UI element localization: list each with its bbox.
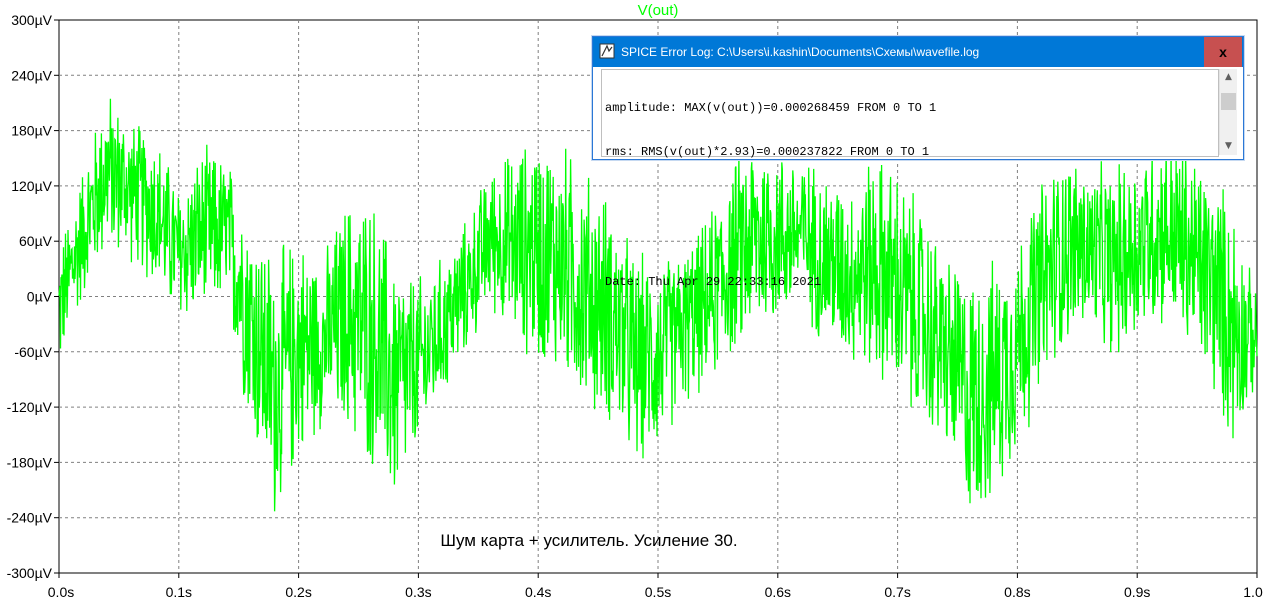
y-tick-label: -300µV <box>7 565 53 581</box>
log-text-area[interactable]: amplitude: MAX(v(out))=0.000268459 FROM … <box>601 69 1219 289</box>
x-tick-label: 0.2s <box>285 584 311 600</box>
spice-log-icon <box>599 43 615 59</box>
log-line: Date: Thu Apr 29 22:33:16 2021 <box>605 275 822 289</box>
y-tick-label: 0µV <box>27 289 53 305</box>
x-tick-label: 0.3s <box>405 584 431 600</box>
log-line: amplitude: MAX(v(out))=0.000268459 FROM … <box>605 101 937 115</box>
trace-layer <box>58 98 1258 512</box>
spice-error-log-window[interactable]: SPICE Error Log: C:\Users\i.kashin\Docum… <box>592 36 1244 289</box>
scroll-up-icon[interactable]: ▲ <box>1225 72 1232 82</box>
x-axis-ticks: 0.0s 0.1s 0.2s 0.3s 0.4s 0.5s 0.6s 0.7s 0.8s 0.9s… <box>48 573 1263 600</box>
y-tick-label: -240µV <box>7 510 53 526</box>
x-tick-label: 0.7s <box>884 584 910 600</box>
y-tick-label: -60µV <box>14 344 52 360</box>
y-axis-ticks: 300µV 240µV 180µV 120µV 60µV 0µV -60µV -120µV -1… <box>7 12 59 581</box>
log-scrollbar[interactable]: ▲ ▼ <box>1219 69 1237 155</box>
x-tick-label: 0.5s <box>645 584 671 600</box>
y-tick-label: -180µV <box>7 454 53 470</box>
trace-v-out[interactable] <box>58 98 1258 512</box>
x-tick-label: 1.0 <box>1243 584 1263 600</box>
log-window-title: SPICE Error Log: C:\Users\i.kashin\Docum… <box>621 45 980 59</box>
close-button[interactable]: x <box>1204 37 1242 67</box>
x-tick-label: 0.0s <box>48 584 74 600</box>
x-tick-label: 0.9s <box>1124 584 1150 600</box>
scroll-down-icon[interactable]: ▼ <box>1225 141 1232 151</box>
y-tick-label: 300µV <box>11 12 52 28</box>
trace-name[interactable]: V(out) <box>638 2 679 19</box>
log-line <box>605 232 936 247</box>
scroll-thumb[interactable] <box>1221 93 1236 110</box>
x-tick-label: 0.6s <box>765 584 791 600</box>
y-tick-label: 240µV <box>11 67 52 83</box>
log-line: rms: RMS(v(out)*2.93)=0.000237822 FROM 0… <box>605 144 930 159</box>
y-tick-label: 120µV <box>11 178 52 194</box>
plot-annotation: Шум карта + усилитель. Усиление 30. <box>440 531 737 550</box>
log-line <box>605 188 936 203</box>
x-tick-label: 0.1s <box>166 584 192 600</box>
x-tick-label: 0.8s <box>1004 584 1030 600</box>
y-tick-label: -120µV <box>7 399 53 415</box>
y-tick-label: 180µV <box>11 123 52 139</box>
x-tick-label: 0.4s <box>525 584 551 600</box>
log-titlebar[interactable]: SPICE Error Log: C:\Users\i.kashin\Docum… <box>593 37 1243 67</box>
y-tick-label: 60µV <box>19 233 53 249</box>
log-lines: amplitude: MAX(v(out))=0.000268459 FROM … <box>605 72 936 319</box>
